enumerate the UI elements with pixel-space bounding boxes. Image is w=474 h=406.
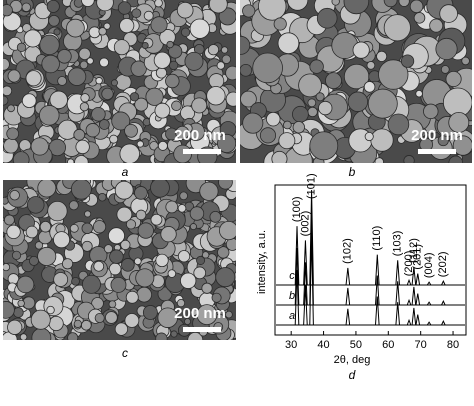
peak — [374, 275, 380, 306]
scale-bar — [183, 149, 221, 154]
peak-label: (102) — [342, 238, 354, 264]
peak — [426, 301, 432, 306]
y-axis-label: intensity, a.u. — [256, 230, 268, 294]
x-tick-label: 40 — [317, 339, 329, 351]
panel-label: c — [122, 346, 128, 360]
peak — [294, 269, 300, 326]
panel-label: a — [122, 165, 129, 179]
peak — [411, 286, 417, 306]
peak — [395, 260, 400, 286]
x-tick-label: 60 — [382, 339, 394, 351]
scale-bar-label: 200 nm — [174, 127, 226, 144]
peak — [441, 320, 446, 326]
series-label: c — [289, 270, 295, 282]
peak — [395, 302, 400, 326]
peak — [426, 281, 432, 286]
x-tick-label: 80 — [447, 339, 459, 351]
peak — [411, 266, 417, 286]
peak — [411, 307, 417, 326]
x-tick-label: 70 — [415, 339, 427, 351]
scale-bar — [183, 327, 221, 332]
peak — [441, 280, 446, 286]
peak-label: (103) — [392, 231, 404, 257]
peak — [374, 254, 380, 286]
peak — [406, 318, 412, 326]
peak — [294, 247, 300, 306]
sem-image — [240, 0, 472, 163]
peak-label: (110) — [371, 226, 383, 251]
sem-image — [3, 180, 236, 340]
peak-label: (100) — [291, 196, 303, 222]
series-label: a — [289, 310, 295, 322]
peak — [415, 273, 421, 286]
x-axis-label: 2θ, deg — [334, 354, 371, 366]
plot-frame — [274, 184, 467, 336]
peak-label: (112) — [408, 238, 420, 263]
peak — [426, 321, 432, 326]
peak-label: (002) — [299, 211, 311, 237]
x-tick-label: 30 — [285, 339, 297, 351]
scale-bar-label: 200 nm — [411, 127, 463, 144]
peak — [345, 308, 351, 326]
scale-bar — [418, 149, 456, 154]
peak — [415, 314, 421, 326]
peak — [441, 300, 446, 306]
peak — [395, 281, 400, 306]
peak-label: (101) — [305, 173, 317, 199]
peak-label: (200) — [403, 251, 415, 277]
scale-bar-label: 200 nm — [174, 305, 226, 322]
series-label: b — [289, 290, 295, 302]
peak-label: (201) — [412, 244, 424, 270]
panel-label: b — [349, 165, 356, 179]
peak — [406, 298, 412, 306]
sem-image — [3, 0, 236, 163]
panel-label: d — [349, 368, 356, 382]
peak — [303, 262, 308, 306]
peak — [406, 278, 412, 286]
peak — [309, 189, 314, 286]
peak — [374, 296, 380, 326]
peak — [415, 293, 421, 306]
peak — [294, 226, 300, 286]
peak-label: (004) — [423, 252, 435, 278]
x-tick-label: 50 — [350, 339, 362, 351]
peak — [345, 287, 351, 306]
peak — [345, 267, 351, 286]
peak — [303, 240, 308, 286]
peak-label: (202) — [437, 252, 449, 278]
